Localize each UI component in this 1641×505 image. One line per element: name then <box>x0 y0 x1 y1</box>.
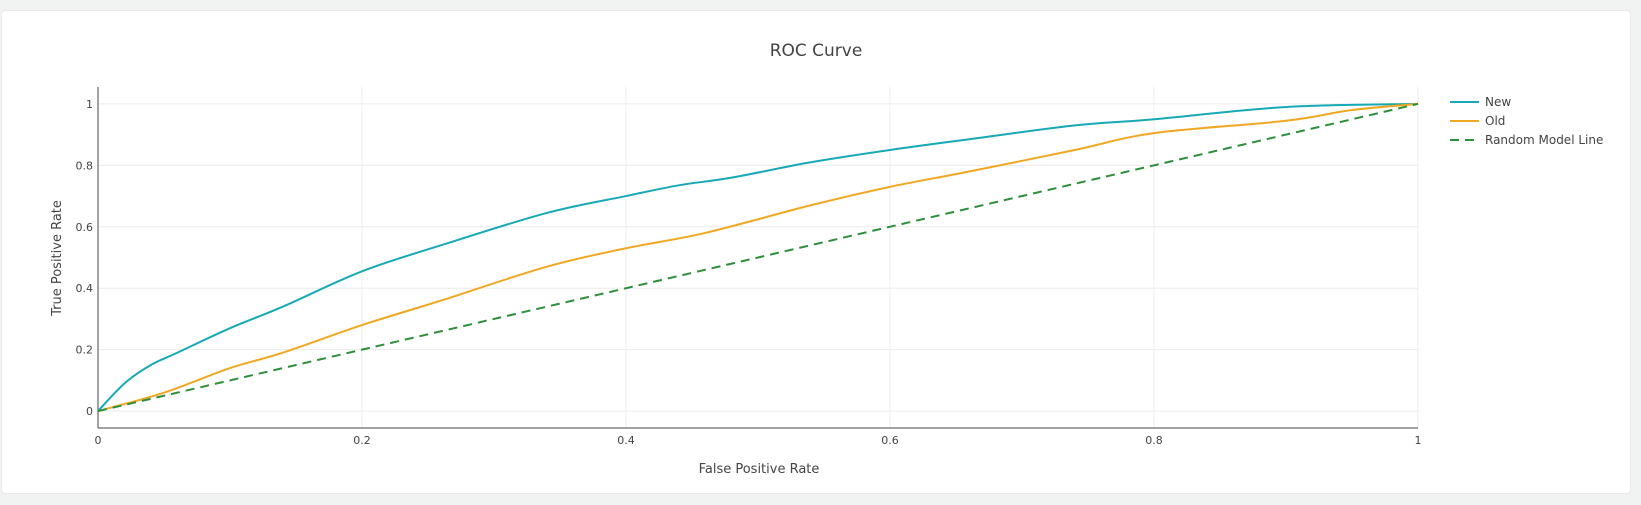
y-tick-label: 0.8 <box>76 159 94 172</box>
chart-card <box>1 10 1631 494</box>
legend-label: Old <box>1485 114 1505 128</box>
x-tick-label: 0 <box>95 434 102 447</box>
x-tick-labels: 0 0.2 0.4 0.6 0.8 1 <box>95 434 1422 447</box>
x-tick-label: 1 <box>1415 434 1422 447</box>
y-tick-label: 0.6 <box>76 221 94 234</box>
x-tick-label: 0.2 <box>353 434 371 447</box>
axes <box>97 87 1418 429</box>
series-line-old <box>97 102 1419 413</box>
y-tick-label: 0.2 <box>76 344 94 357</box>
legend[interactable]: New Old Random Model Line <box>1450 95 1603 147</box>
legend-item[interactable]: New <box>1450 95 1511 109</box>
legend-label: Random Model Line <box>1485 133 1603 147</box>
legend-item[interactable]: Random Model Line <box>1450 133 1603 147</box>
y-axis-label: True Positive Rate <box>50 200 65 317</box>
y-tick-label: 1 <box>86 98 93 111</box>
series-line-random-model-line <box>97 102 1419 413</box>
x-tick-label: 0.6 <box>881 434 899 447</box>
series-line-new <box>97 102 1419 412</box>
chart-title: ROC Curve <box>770 41 863 61</box>
gridlines <box>98 87 1419 428</box>
legend-item[interactable]: Old <box>1450 114 1505 128</box>
series-lines <box>97 102 1419 413</box>
y-tick-label: 0 <box>86 405 93 418</box>
x-axis-label: False Positive Rate <box>699 462 820 477</box>
y-tick-labels: 0 0.2 0.4 0.6 0.8 1 <box>76 98 94 418</box>
legend-label: New <box>1485 95 1511 109</box>
y-tick-label: 0.4 <box>76 282 94 295</box>
x-tick-label: 0.4 <box>617 434 635 447</box>
x-tick-label: 0.8 <box>1145 434 1163 447</box>
